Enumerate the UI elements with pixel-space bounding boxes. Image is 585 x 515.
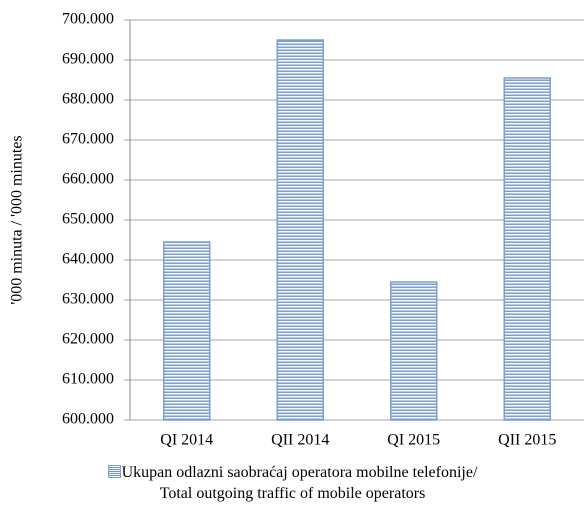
x-tick-label: QI 2014	[160, 432, 213, 449]
chart: '000 minuta / '000 minutes 600.000 610.00…	[9, 11, 584, 449]
x-tick-label: QI 2015	[387, 432, 440, 449]
y-tick-label: 650.000	[62, 211, 114, 228]
bar	[163, 241, 211, 421]
y-tick-label: 690.000	[62, 51, 114, 68]
x-tick-label: QII 2014	[271, 432, 329, 449]
y-tick-label: 610.000	[62, 371, 114, 388]
bar	[390, 281, 438, 421]
bar	[503, 77, 551, 421]
x-tick-label: QII 2015	[498, 432, 556, 449]
legend-label: Ukupan odlazni saobraćaj operatora mobil…	[121, 464, 478, 502]
legend: Ukupan odlazni saobraćaj operatora mobil…	[0, 462, 585, 504]
y-tick-label: 660.000	[62, 171, 114, 188]
y-tick-label: 640.000	[62, 251, 114, 268]
y-axis-title: '000 minuta / '000 minutes	[9, 135, 26, 304]
y-tick-label: 700.000	[62, 11, 114, 28]
bar	[276, 39, 324, 421]
y-tick-label: 680.000	[62, 91, 114, 108]
y-tick-label: 600.000	[62, 411, 114, 428]
legend-swatch	[107, 465, 121, 478]
y-tick-label: 620.000	[62, 331, 114, 348]
y-tick-label: 630.000	[62, 291, 114, 308]
y-tick-label: 670.000	[62, 131, 114, 148]
